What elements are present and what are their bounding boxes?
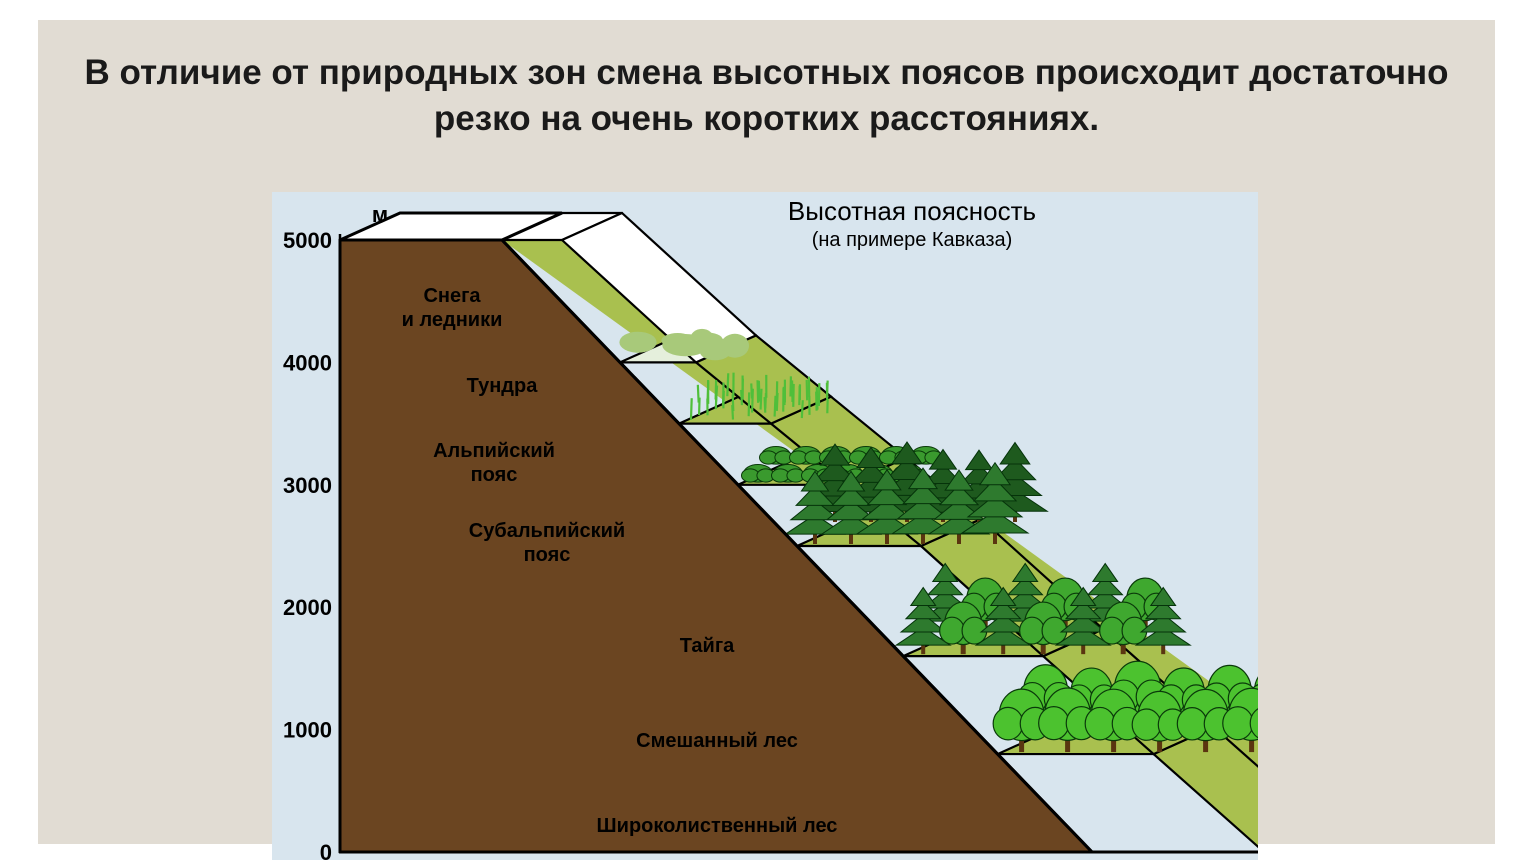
svg-text:Субальпийский: Субальпийский [469,520,625,542]
svg-text:и ледники: и ледники [402,309,503,331]
svg-text:2000: 2000 [283,595,332,620]
svg-text:5000: 5000 [283,228,332,253]
svg-text:Высотная поясность: Высотная поясность [788,196,1036,226]
svg-text:3000: 3000 [283,473,332,498]
svg-text:Снега: Снега [423,285,481,307]
svg-text:Широколиственный лес: Широколиственный лес [597,815,838,837]
svg-text:Смешанный лес: Смешанный лес [636,730,798,752]
svg-text:пояс: пояс [524,544,571,566]
svg-text:4000: 4000 [283,350,332,375]
svg-text:(на примере Кавказа): (на примере Кавказа) [812,229,1013,251]
slide-title: В отличие от природных зон смена высотны… [38,50,1495,141]
svg-text:пояс: пояс [471,464,518,486]
altitudinal-zonation-diagram: 500040003000200010000мВысотная поясность… [272,192,1258,860]
svg-text:1000: 1000 [283,718,332,743]
svg-text:0: 0 [320,840,332,860]
svg-text:Тундра: Тундра [467,375,539,397]
svg-text:Тайга: Тайга [680,635,735,657]
svg-text:Альпийский: Альпийский [433,440,555,462]
